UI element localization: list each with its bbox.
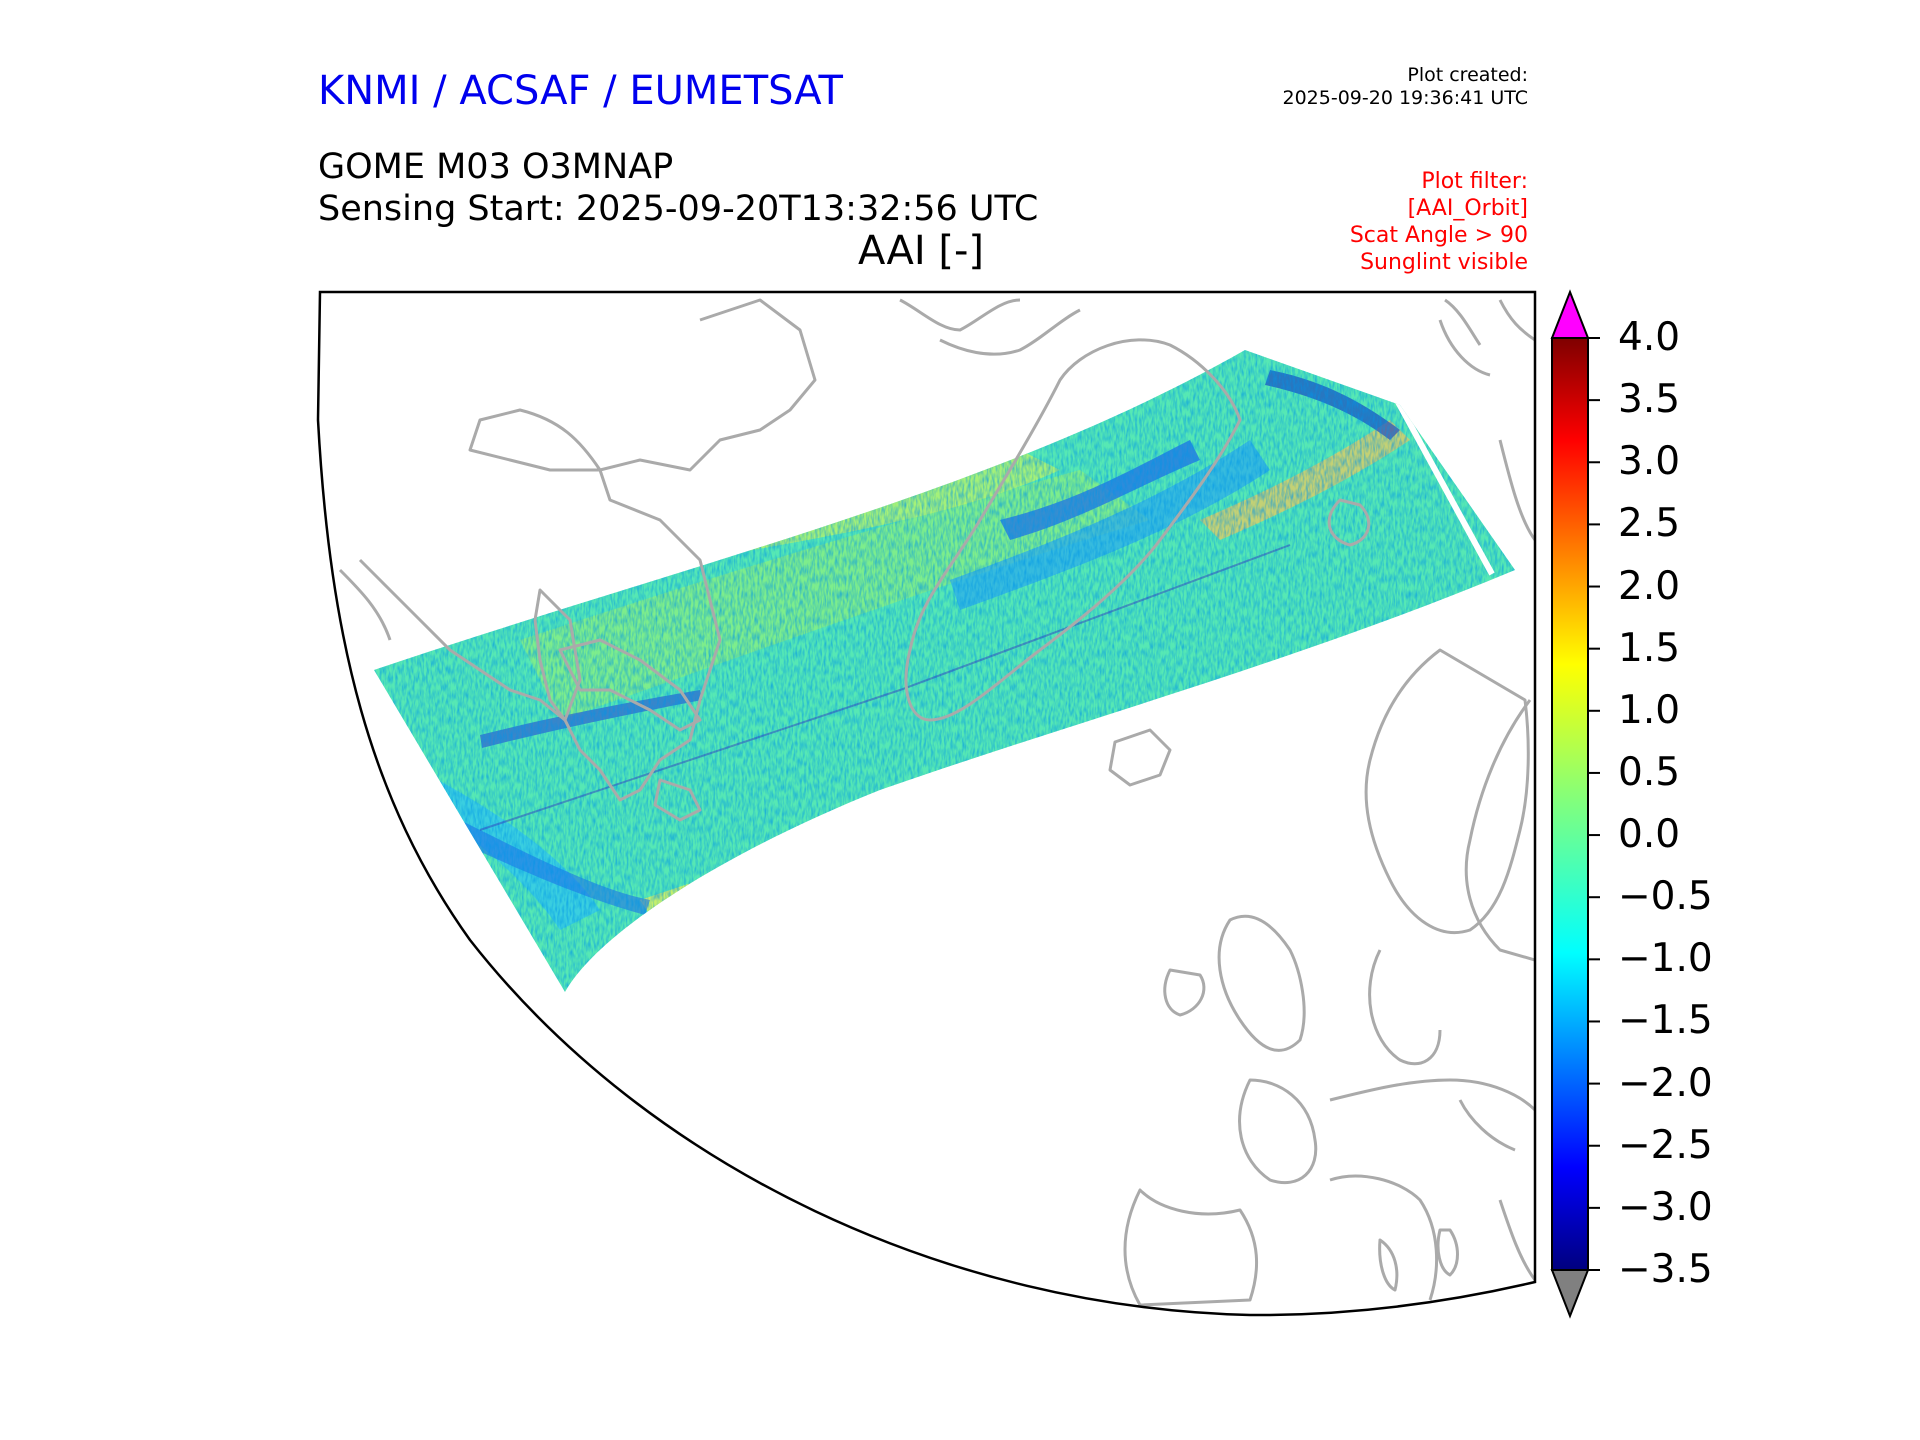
colorbar-tick-label: 1.5 — [1618, 625, 1681, 671]
colorbar-tick-label: −2.0 — [1618, 1060, 1713, 1106]
coastlines — [338, 298, 1535, 1307]
plot-filter-title: Plot filter: — [1421, 169, 1528, 194]
plot-filter-line: Scat Angle > 90 — [1349, 223, 1528, 248]
colorbar-tick-label: 4.0 — [1618, 315, 1681, 360]
aai-swath — [374, 350, 1515, 992]
colorbar-tick-label: −0.5 — [1618, 874, 1713, 920]
colorbar-tick-label: 0.0 — [1618, 812, 1681, 858]
colorbar-tick-label: −2.5 — [1618, 1122, 1713, 1168]
colorbar-tick-label: −1.5 — [1618, 998, 1713, 1044]
plot-created-time: 2025-09-20 19:36:41 UTC — [1282, 87, 1529, 109]
product-name: GOME M03 O3MNAP — [318, 147, 674, 187]
product-info: GOME M03 O3MNAP Sensing Start: 2025-09-2… — [318, 146, 1038, 230]
map-boundary — [316, 290, 1537, 1317]
plot-filter-line: [AAI_Orbit] — [1407, 196, 1528, 221]
colorbar-over-arrow — [1550, 289, 1590, 339]
organization-title: KNMI / ACSAF / EUMETSAT — [318, 68, 843, 114]
colorbar-tick-label: 1.0 — [1618, 687, 1681, 733]
colorbar-under-arrow — [1550, 1269, 1590, 1319]
colorbar-tick-label: 2.5 — [1618, 501, 1681, 547]
colorbar-tick-label: 3.5 — [1618, 377, 1681, 423]
colorbar-tick-label: −1.0 — [1618, 936, 1713, 982]
plot-created-info: Plot created: 2025-09-20 19:36:41 UTC — [1283, 64, 1529, 110]
colorbar-tick-label: 2.0 — [1618, 563, 1681, 609]
plot-filter-line: Sunglint visible — [1360, 250, 1528, 275]
colorbar-tick-label: 3.0 — [1618, 439, 1681, 485]
colorbar-tick-label: −3.5 — [1618, 1247, 1713, 1292]
plot-created-label: Plot created: — [1407, 64, 1528, 86]
plot-filter: Plot filter: [AAI_Orbit] Scat Angle > 90… — [1350, 168, 1528, 276]
colorbar-tick-label: 0.5 — [1618, 749, 1681, 795]
sunglint-gap — [1395, 400, 1495, 576]
colorbar-gradient — [1551, 337, 1589, 1271]
colorbar-tick-label: −3.0 — [1618, 1184, 1713, 1230]
colorbar — [1550, 289, 1600, 1319]
variable-title: AAI [-] — [858, 228, 984, 274]
sensing-start: Sensing Start: 2025-09-20T13:32:56 UTC — [318, 189, 1039, 229]
